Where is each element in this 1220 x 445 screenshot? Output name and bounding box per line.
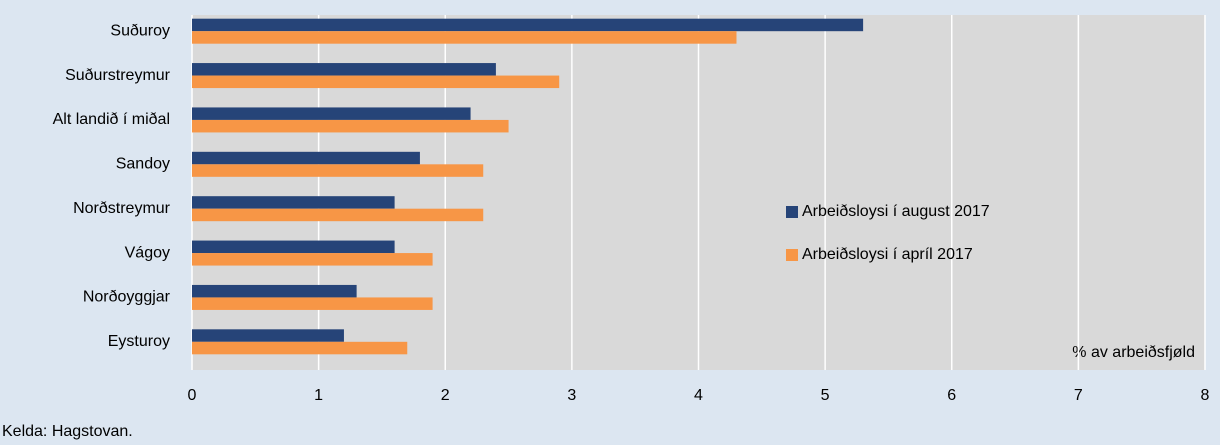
y-tick-label: Vágoy [125,244,170,261]
y-tick-label: Norðoyggjar [83,289,171,306]
x-tick-label: 2 [441,387,450,404]
legend-label: Arbeiðsloysi í apríl 2017 [802,246,973,263]
x-tick-label: 6 [947,387,956,404]
y-tick-label: Eysturoy [108,333,170,350]
x-tick-label: 3 [567,387,576,404]
y-tick-label: Norðstreymur [73,200,171,217]
x-tick-label: 4 [694,387,703,404]
bar [192,341,408,355]
y-tick-label: Sandoy [116,156,170,173]
y-tick-label: Suðuroy [110,22,170,39]
bar [192,240,395,254]
x-tick-label: 7 [1074,387,1083,404]
bar [192,297,433,310]
axis-annotation: % av arbeiðsfjøld [1072,344,1195,361]
x-tick-label: 8 [1201,387,1210,404]
bar [192,31,737,44]
source-note: Kelda: Hagstovan. [2,423,133,440]
x-tick-label: 0 [188,387,197,404]
legend-swatch [786,249,798,261]
legend-label: Arbeiðsloysi í august 2017 [802,203,990,220]
legend-swatch [786,206,798,218]
y-tick-label: Alt landið í miðal [53,111,170,128]
bar [192,119,509,133]
x-tick-label: 5 [821,387,830,404]
y-tick-label: Suðurstreymur [65,67,171,84]
bar [192,63,496,76]
bar [192,151,420,165]
bar [192,164,484,177]
bar [192,208,484,222]
bar [192,18,864,32]
bar [192,75,560,89]
bar [192,253,433,266]
bar [192,284,357,298]
bar [192,107,471,120]
bar [192,196,395,209]
bar [192,329,344,342]
x-tick-label: 1 [314,387,323,404]
